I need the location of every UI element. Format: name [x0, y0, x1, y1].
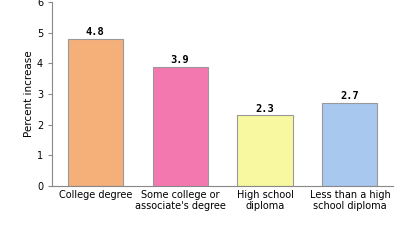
Text: 4.8: 4.8: [86, 27, 105, 37]
Text: 2.3: 2.3: [255, 104, 274, 114]
Bar: [322, 103, 377, 186]
Y-axis label: Percent increase: Percent increase: [24, 51, 34, 137]
Bar: [237, 115, 293, 186]
Text: 3.9: 3.9: [171, 55, 190, 65]
Bar: [152, 66, 208, 186]
Bar: [68, 39, 123, 186]
Text: 2.7: 2.7: [340, 91, 359, 101]
